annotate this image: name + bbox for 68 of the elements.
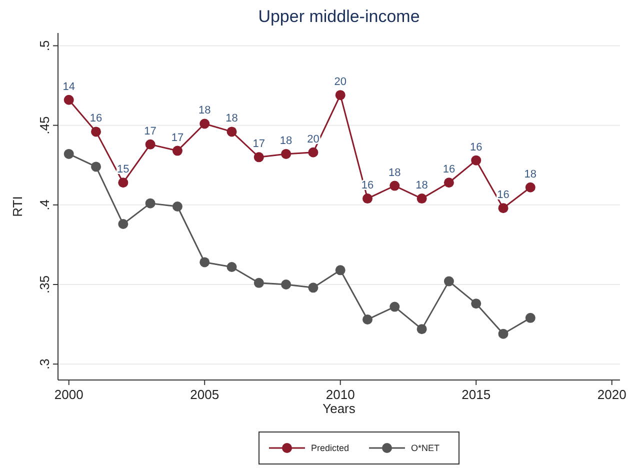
annotation: 16 (470, 141, 482, 154)
chart-title: Upper middle-income (258, 7, 420, 26)
annotation: 18 (280, 134, 292, 147)
point (200, 257, 210, 268)
annotation: 18 (198, 104, 211, 117)
point (444, 276, 454, 286)
annotation: 18 (388, 166, 401, 179)
y-axis-title: RTI (10, 196, 25, 217)
point (281, 148, 292, 159)
point (145, 139, 156, 150)
point (362, 194, 373, 204)
annotation: 16 (90, 112, 102, 125)
x-tick-label: 2020 (597, 387, 626, 402)
y-tick-label: .4 (37, 199, 52, 210)
annotation: 18 (416, 180, 428, 192)
point (254, 278, 264, 288)
point (416, 324, 427, 334)
point (498, 328, 508, 339)
annotation: 18 (524, 168, 537, 180)
point (362, 314, 373, 325)
y-tick-label: .45 (37, 116, 52, 134)
annotation: 15 (117, 164, 130, 176)
annotation: 18 (226, 112, 238, 125)
point (118, 178, 128, 188)
point (335, 90, 346, 100)
annotation: 17 (252, 138, 266, 150)
point (91, 162, 102, 172)
y-tick-label: .5 (37, 40, 52, 52)
point (471, 155, 482, 166)
point (308, 282, 318, 293)
legend-label: Predicted (311, 443, 350, 453)
annotation: 16 (497, 189, 510, 202)
point (471, 298, 482, 309)
point (390, 180, 400, 191)
point (498, 203, 508, 214)
point (254, 152, 264, 162)
annotation: 17 (144, 125, 156, 138)
x-tick-label: 2010 (326, 387, 355, 402)
point (172, 146, 182, 156)
point (226, 126, 237, 137)
point (200, 118, 210, 129)
point (64, 148, 74, 159)
point (308, 147, 318, 158)
point (118, 219, 128, 230)
x-axis-title: Years (322, 401, 356, 416)
point (172, 202, 182, 212)
point (145, 198, 156, 208)
annotation: 20 (334, 76, 346, 88)
x-tick-label: 2000 (54, 387, 84, 402)
point (416, 194, 427, 204)
point (390, 302, 400, 312)
x-tick-label: 2005 (190, 387, 220, 402)
point (226, 262, 237, 272)
annotation: 17 (171, 132, 184, 144)
point (335, 265, 346, 276)
annotation: 20 (307, 133, 320, 146)
annotation: 16 (442, 164, 456, 176)
point (525, 182, 536, 192)
point (91, 126, 102, 137)
point (525, 312, 536, 323)
point (281, 279, 292, 290)
x-tick-label: 2015 (462, 387, 491, 402)
y-tick-label: .35 (37, 275, 52, 294)
point (444, 178, 454, 188)
legend-label: O*NET (411, 443, 440, 453)
y-tick-label: .3 (37, 358, 52, 370)
annotation: 14 (62, 80, 75, 93)
point (64, 94, 74, 105)
